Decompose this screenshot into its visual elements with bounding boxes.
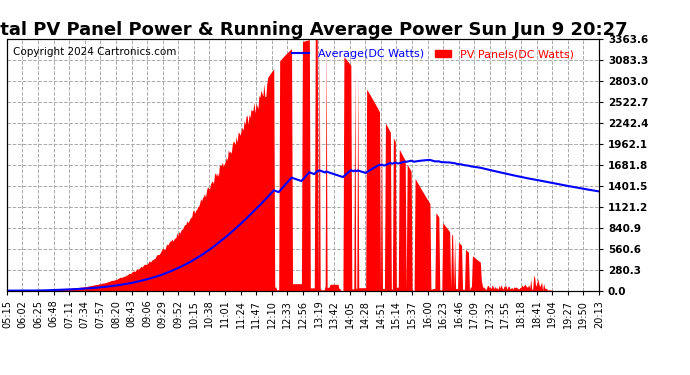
Text: Copyright 2024 Cartronics.com: Copyright 2024 Cartronics.com	[13, 47, 176, 57]
Title: Total PV Panel Power & Running Average Power Sun Jun 9 20:27: Total PV Panel Power & Running Average P…	[0, 21, 628, 39]
Legend: Average(DC Watts), PV Panels(DC Watts): Average(DC Watts), PV Panels(DC Watts)	[288, 45, 579, 64]
